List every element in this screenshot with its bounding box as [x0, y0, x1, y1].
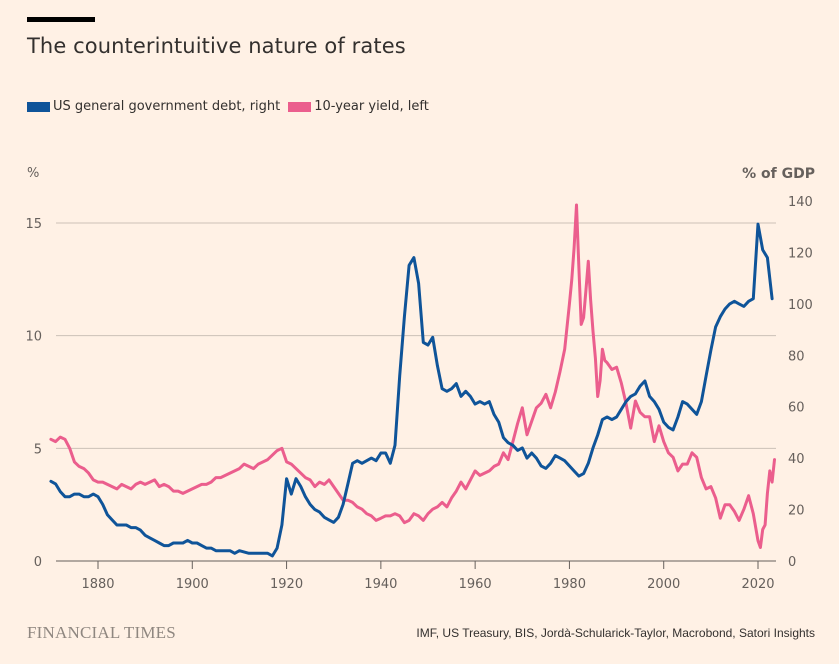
y-left-tick-label: 10: [25, 330, 42, 345]
y-right-tick-label: 20: [788, 504, 805, 519]
yield-line: [49, 203, 776, 549]
series-lines: [49, 203, 776, 558]
title-accent-bar: [27, 17, 95, 22]
x-tick-label: 2000: [647, 577, 680, 592]
y-right-tick-label: 40: [788, 452, 805, 467]
y-left-tick-label: 0: [34, 555, 42, 570]
y-axis-right: 0 20 40 60 80 100 120 140: [788, 195, 813, 570]
x-tick-label: 2020: [741, 577, 774, 592]
legend-item-debt: US general government debt, right: [27, 99, 280, 114]
legend-item-yield: 10-year yield, left: [288, 99, 429, 114]
y-right-tick-label: 60: [788, 401, 805, 416]
y-right-tick-label: 80: [788, 349, 805, 364]
legend-swatch-yield: [288, 101, 312, 112]
x-tick-label: 1960: [459, 577, 492, 592]
x-axis: 1880 1900 1920 1940 1960 1980 2000 2020: [56, 560, 776, 592]
chart-title: The counterintuitive nature of rates: [27, 34, 406, 58]
legend-label-yield: 10-year yield, left: [314, 99, 429, 114]
legend-swatch-debt: [27, 101, 50, 112]
x-tick-label: 1980: [553, 577, 586, 592]
x-tick-label: 1940: [364, 577, 397, 592]
x-tick-label: 1900: [176, 577, 209, 592]
y-right-tick-label: 0: [788, 555, 796, 570]
ft-brand-logo: FINANCIAL TIMES: [27, 623, 176, 642]
y-axis-left: 0 5 10 15: [25, 217, 42, 570]
left-axis-label: %: [27, 166, 40, 181]
source-note: IMF, US Treasury, BIS, Jordà-Schularick-…: [416, 626, 815, 640]
y-right-tick-label: 120: [788, 246, 813, 261]
y-left-tick-label: 15: [25, 217, 42, 232]
debt-line: [49, 222, 774, 558]
y-right-tick-label: 140: [788, 195, 813, 210]
x-tick-label: 1880: [81, 577, 114, 592]
x-tick-label: 1920: [270, 577, 303, 592]
legend: US general government debt, right 10-yea…: [27, 99, 437, 114]
y-right-tick-label: 100: [788, 298, 813, 313]
right-axis-label: % of GDP: [742, 166, 815, 182]
legend-label-debt: US general government debt, right: [53, 99, 281, 114]
y-left-tick-label: 5: [34, 442, 42, 457]
gridlines: [56, 222, 776, 449]
